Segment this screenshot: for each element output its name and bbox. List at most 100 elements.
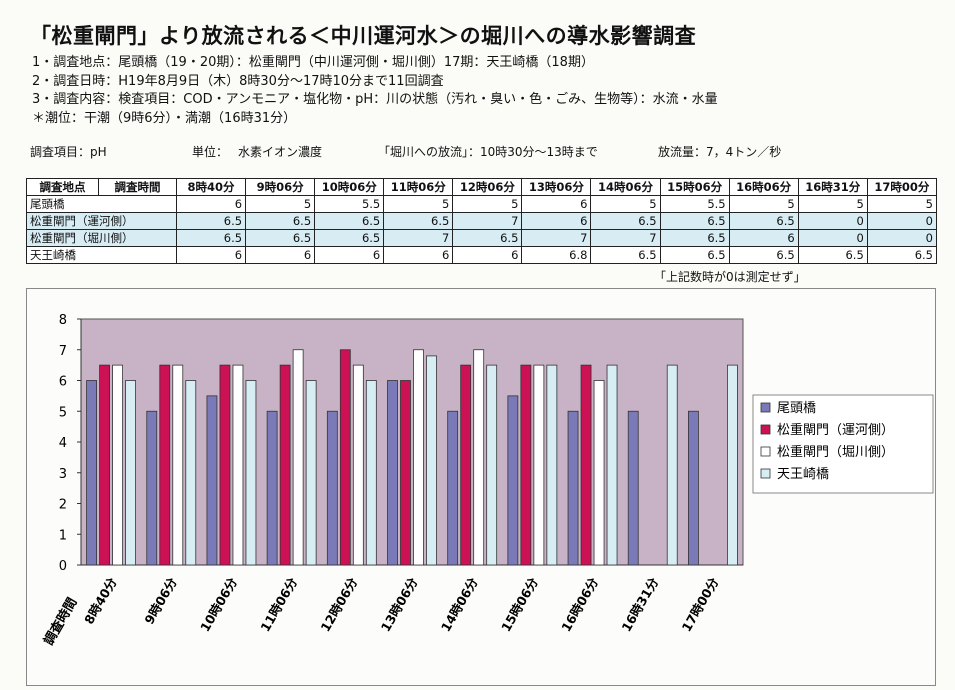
x-tick-label: 15時06分 xyxy=(498,575,541,635)
y-tick-label: 3 xyxy=(59,467,67,482)
legend-label: 松重閘門（堀川側） xyxy=(777,444,894,460)
y-tick-label: 7 xyxy=(59,344,67,359)
bar-1 xyxy=(688,410,699,566)
legend-swatch xyxy=(760,402,771,413)
bar-3 xyxy=(292,349,304,566)
x-tick-label: 9時06分 xyxy=(141,575,180,627)
bar-1 xyxy=(567,410,579,566)
x-tick-label: 14時06分 xyxy=(438,575,481,635)
bar-3 xyxy=(232,364,244,566)
bar-3 xyxy=(172,364,184,566)
header-time-cell: 14時06分 xyxy=(590,178,661,196)
y-tick-label: 6 xyxy=(59,375,67,390)
table-cell: 6 xyxy=(314,246,385,264)
table-cell: 6 xyxy=(175,195,247,213)
release-amount: 放流量：7，4トン／秒 xyxy=(658,145,782,159)
legend-label: 松重閘門（運河側） xyxy=(777,422,894,438)
release-period: 「堀川への放流」：10時30分～13時まで xyxy=(378,145,598,159)
bar-1 xyxy=(146,410,158,566)
bar-1 xyxy=(86,380,97,566)
table-cell: 5.5 xyxy=(659,195,730,213)
table-cell: 6.5 xyxy=(590,212,661,230)
x-tick-label: 12時06分 xyxy=(318,575,361,635)
table-cell: 6 xyxy=(383,246,454,264)
table-row: 天王崎橋 6 6 6 6 6 6.8 6.5 6.5 6.5 6.5 6.5 xyxy=(26,246,938,264)
header-time-cell: 9時06分 xyxy=(245,178,316,196)
table-cell: 5 xyxy=(797,195,868,213)
bar-4 xyxy=(245,380,257,566)
table-cell: 5 xyxy=(452,195,523,213)
unit-value: 水素イオン濃度 xyxy=(238,145,323,159)
legend-label: 天王崎橋 xyxy=(777,467,829,482)
header-site: 調査地点 xyxy=(26,178,99,196)
y-tick-label: 5 xyxy=(59,405,67,420)
ph-bar-chart: 0 1 2 3 4 5 6 7 8 8時40分 9時06分 10時06分 11時06分 12時06分 13時… xyxy=(41,313,934,648)
legend-label: 尾頭橋 xyxy=(777,401,816,416)
x-tick-label: 10時06分 xyxy=(197,575,240,635)
table-cell: 6.5 xyxy=(175,212,247,230)
x-tick-label: 16時06分 xyxy=(558,575,601,635)
y-tick-label: 8 xyxy=(59,313,67,328)
bar-1 xyxy=(627,410,639,566)
bar-2 xyxy=(460,364,472,566)
table-cell: 6.5 xyxy=(659,229,730,247)
bar-3 xyxy=(352,364,364,566)
info-line-date: 2・調査日時：H19年8月9日（木）8時30分～17時10分まで11回調査 xyxy=(32,73,444,89)
x-tick-label: 13時06分 xyxy=(378,575,421,635)
survey-info: 1・調査地点：尾頭橋（19・20期）：松重閘門（中川運河側・堀川側）17期：天王… xyxy=(32,54,718,128)
x-tick-label: 11時06分 xyxy=(257,575,300,635)
table-row: 尾頭橋 6 5 5.5 5 5 6 5 5.5 5 5 5 xyxy=(26,195,938,213)
x-tick-label: 16時31分 xyxy=(618,575,661,635)
page-title: 「松重閘門」より放流される＜中川運河水＞の堀川への導水影響調査 xyxy=(30,24,697,48)
bar-2 xyxy=(159,364,171,566)
table-cell: 6.5 xyxy=(659,246,730,264)
bar-4 xyxy=(727,364,738,566)
info-line-content: 3・調査内容：検査項目：COD・アンモニア・塩化物・pH：川の状態（汚れ・臭い・… xyxy=(32,92,718,107)
table-cell: 5 xyxy=(728,195,799,213)
table-cell: 5 xyxy=(245,195,316,213)
row-site: 松重閘門（運河側） xyxy=(26,212,177,230)
table-cell: 6.5 xyxy=(314,229,385,247)
bar-4 xyxy=(486,364,498,566)
info-line-tide: ＊潮位：干潮（9時6分）・満潮（16時31分） xyxy=(32,110,297,126)
header-time-cell: 16時31分 xyxy=(797,178,868,196)
bar-2 xyxy=(339,349,351,566)
x-tick-label: 17時00分 xyxy=(679,575,722,635)
y-tick-label: 0 xyxy=(59,559,67,574)
x-axis-title: 調査時間 xyxy=(41,595,81,648)
table-cell: 6.5 xyxy=(245,229,316,247)
y-tick-label: 2 xyxy=(59,498,67,513)
bar-1 xyxy=(387,380,398,566)
row-site: 松重閘門（堀川側） xyxy=(26,229,177,247)
table-cell: 6.5 xyxy=(590,246,661,264)
table-cell: 5 xyxy=(383,195,454,213)
table-cell: 0 xyxy=(797,212,868,230)
table-cell: 6 xyxy=(521,212,592,230)
bar-4 xyxy=(546,364,558,566)
table-cell: 6.5 xyxy=(245,212,316,230)
table-cell: 6 xyxy=(728,229,799,247)
table-cell: 6.5 xyxy=(728,246,799,264)
table-cell: 6.5 xyxy=(797,246,868,264)
table-cell: 5 xyxy=(866,195,938,213)
table-cell: 0 xyxy=(866,229,938,247)
table-cell: 6.8 xyxy=(521,246,592,264)
table-cell: 7 xyxy=(383,229,454,247)
table-cell: 6 xyxy=(521,195,592,213)
bar-2 xyxy=(580,364,592,566)
header-time-cell: 15時06分 xyxy=(659,178,730,196)
table-cell: 0 xyxy=(866,212,938,230)
table-row: 松重閘門（堀川側） 6.5 6.5 6.5 7 6.5 7 7 6.5 6 0 0 xyxy=(26,229,938,247)
header-time-cell: 11時06分 xyxy=(383,178,454,196)
bar-1 xyxy=(206,395,218,566)
table-cell: 7 xyxy=(521,229,592,247)
bar-4 xyxy=(666,364,678,566)
legend-box xyxy=(752,394,934,494)
table-note: 「上記数時が0は測定せず」 xyxy=(654,270,806,284)
chart-frame: 0 1 2 3 4 5 6 7 8 8時40分 9時06分 10時06分 11時06分 12時06分 13時… xyxy=(26,288,936,686)
bar-2 xyxy=(219,364,231,566)
bar-4 xyxy=(305,380,317,566)
table-cell: 5 xyxy=(590,195,661,213)
header-time: 調査時間 xyxy=(98,178,177,196)
header-time-cell: 12時06分 xyxy=(452,178,523,196)
